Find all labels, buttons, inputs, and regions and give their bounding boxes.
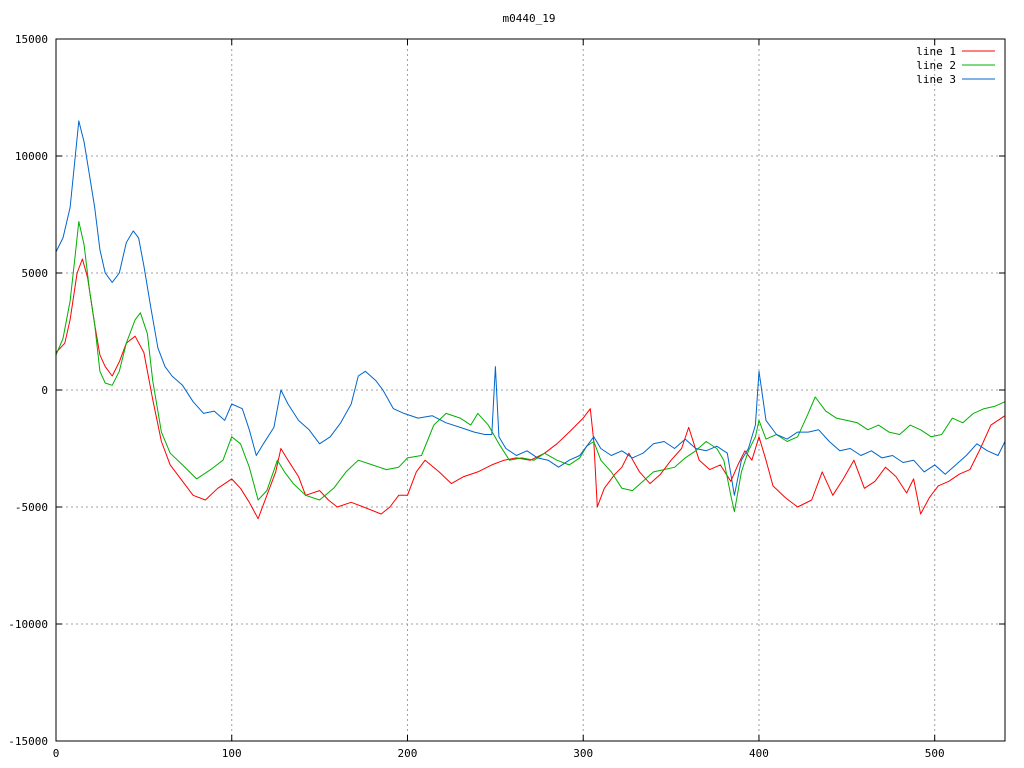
x-tick-label: 0 — [53, 747, 60, 760]
x-tick-label: 500 — [925, 747, 945, 760]
axis-ticks: 0 100 200 300 400 500 -15000 -10000 -5000 0 5000 10… — [8, 33, 1005, 760]
series-line-3 — [55, 120, 1006, 496]
legend-label-2: line 2 — [916, 59, 956, 72]
y-tick-label: -10000 — [8, 618, 48, 631]
y-tick-label: -15000 — [8, 735, 48, 748]
series-layer — [55, 120, 1006, 520]
y-tick-label: 5000 — [22, 267, 49, 280]
series-line-2 — [55, 221, 1006, 513]
y-tick-label: 0 — [41, 384, 48, 397]
legend-label-1: line 1 — [916, 45, 956, 58]
x-tick-label: 200 — [398, 747, 418, 760]
x-tick-label: 100 — [222, 747, 242, 760]
chart-title: m0440_19 — [503, 12, 556, 25]
legend-label-3: line 3 — [916, 73, 956, 86]
x-tick-label: 400 — [749, 747, 769, 760]
y-tick-label: -5000 — [15, 501, 48, 514]
series-line-1 — [55, 258, 1006, 520]
y-tick-label: 15000 — [15, 33, 48, 46]
y-tick-label: 10000 — [15, 150, 48, 163]
grid-lines — [56, 39, 1005, 741]
x-tick-label: 300 — [573, 747, 593, 760]
